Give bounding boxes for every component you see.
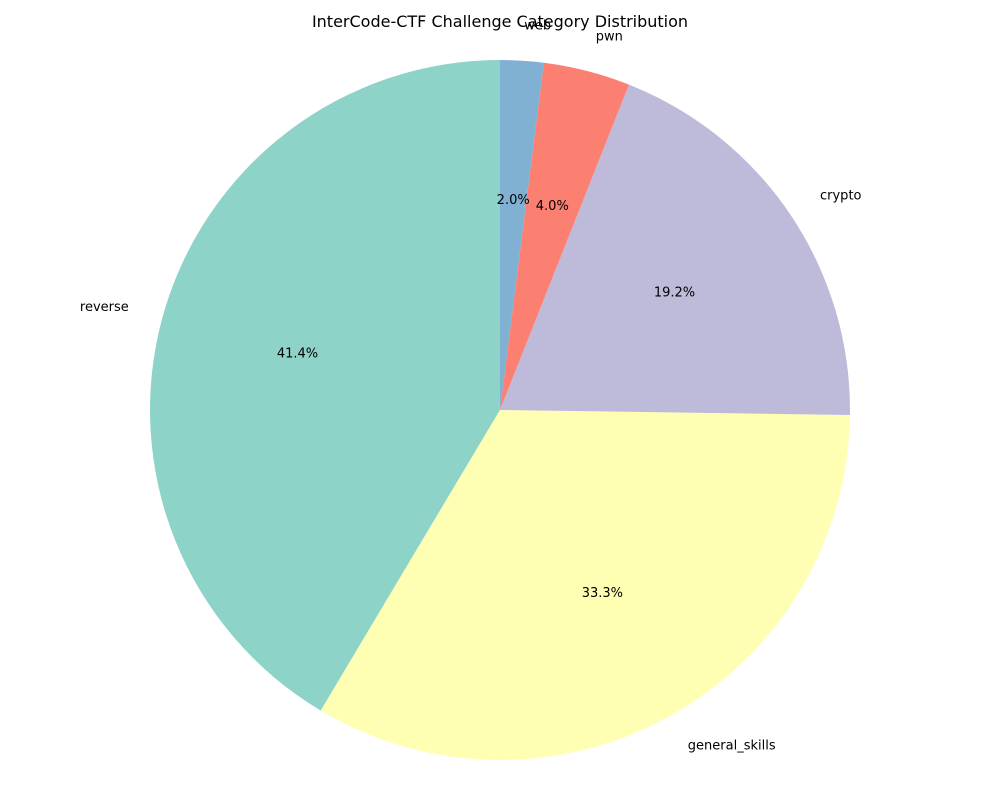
chart-title: InterCode-CTF Challenge Category Distrib… (312, 12, 688, 31)
pie-slice-web (500, 60, 544, 410)
pct-label-general-skills: 33.3% (582, 586, 623, 601)
slice-label-crypto: crypto (820, 188, 862, 203)
pct-label-web: 2.0% (497, 193, 530, 208)
pie-slice-pwn (500, 62, 629, 411)
pie-slice-crypto (500, 84, 850, 415)
slice-label-pwn: pwn (596, 30, 623, 45)
pie-labels: reverse 41.4% general_skills 33.3% crypto 19.… (80, 18, 862, 753)
slice-label-web: web (524, 18, 551, 33)
slice-label-reverse: reverse (80, 300, 129, 315)
pie-slice-general-skills (320, 410, 850, 760)
pct-label-crypto: 19.2% (654, 286, 695, 301)
slice-label-general-skills: general_skills (688, 739, 776, 754)
pct-label-pwn: 4.0% (536, 199, 569, 214)
pie-slice-reverse (150, 60, 500, 711)
pct-label-reverse: 41.4% (277, 347, 318, 362)
pie-slices (150, 60, 850, 760)
